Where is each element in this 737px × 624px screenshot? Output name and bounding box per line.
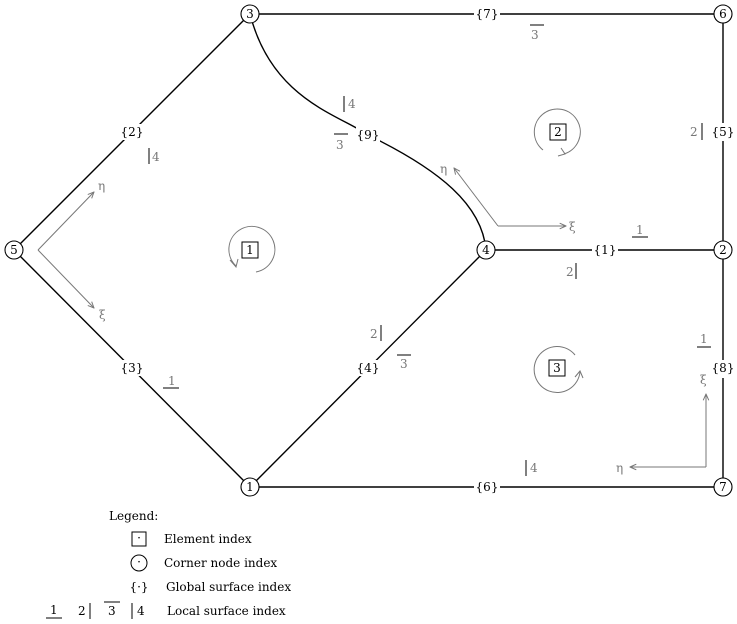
local-surface-4-elem1-left: 4 [152, 150, 160, 164]
element-1: 1 [228, 225, 276, 273]
local-surface-3-elem2-top: 3 [531, 28, 539, 42]
local-tick-marks [148, 24, 711, 476]
node-6: 6 [713, 4, 733, 24]
surface-label-7: {7} [476, 7, 499, 21]
local-surface-1-elem3-right: 1 [700, 332, 708, 346]
legend-local-label: Local surface index [167, 604, 286, 618]
local-surface-2-elem2-right: 2 [690, 125, 698, 139]
local-surface-4-elem1-top: 4 [348, 97, 356, 111]
node-4: 4 [476, 240, 496, 260]
rotation-arrow-icon [533, 108, 581, 155]
node-1: 1 [240, 477, 260, 497]
node-5: 5 [4, 240, 24, 260]
legend-element-label: Element index [164, 532, 252, 546]
node-index-7: 7 [719, 480, 727, 494]
xi-label: ξ [99, 308, 106, 322]
xi-label: ξ [569, 220, 576, 234]
legend-local-4: 4 [137, 604, 145, 618]
node-index-6: 6 [719, 7, 727, 21]
legend-local-2: 2 [78, 604, 86, 618]
node-index-4: 4 [482, 243, 490, 257]
node-7: 7 [713, 477, 733, 497]
element-2: 2 [533, 108, 581, 157]
local-surface-2-elem3-top: 2 [566, 265, 574, 279]
local-axes-element-3: ξ η [616, 373, 707, 475]
local-surface-2-elem1-right: 2 [370, 327, 378, 341]
node-symbol-icon [130, 554, 148, 572]
xi-label: ξ [700, 373, 707, 387]
local-surface-1-elem2-bottom: 1 [636, 223, 644, 237]
legend-node-label: Corner node index [164, 556, 277, 570]
surface-label-5: {5} [712, 125, 735, 139]
legend-surface-symbol: {·} [129, 580, 148, 594]
legend-element-symbol: · [137, 531, 141, 545]
local-surface-4-elem3-bottom: 4 [530, 461, 538, 475]
legend: Legend: · Element index · Corner node in… [46, 509, 291, 619]
legend-node-symbol: · [137, 555, 141, 569]
legend-local-surface-symbols: 1 2 3 4 [46, 601, 145, 619]
element-3: 3 [533, 346, 584, 393]
eta-label: η [98, 179, 105, 193]
surface-label-2: {2} [121, 125, 144, 139]
surface-label-6: {6} [476, 480, 499, 494]
node-index-5: 5 [10, 243, 18, 257]
node-2: 2 [713, 240, 733, 260]
element-index-3: 3 [553, 361, 561, 375]
surface-label-3: {3} [121, 361, 144, 375]
rotation-arrow-icon [533, 346, 581, 393]
local-surface-3-elem1-top: 3 [336, 138, 344, 152]
surface-label-9: {9} [357, 128, 380, 142]
legend-title: Legend: [109, 509, 158, 523]
eta-label: η [440, 162, 447, 176]
legend-local-1: 1 [50, 603, 58, 617]
legend-surface-label: Global surface index [166, 580, 291, 594]
local-surface-3-elem3-left: 3 [400, 357, 408, 371]
element-index-2: 2 [554, 125, 562, 139]
global-surface-labels: {7} {5} {1} {8} {6} {2} {3} {4} {9} [120, 6, 734, 495]
element-index-1: 1 [246, 243, 254, 257]
legend-local-3: 3 [108, 604, 116, 618]
eta-label: η [616, 461, 623, 475]
node-index-3: 3 [246, 7, 254, 21]
surface-label-4: {4} [357, 361, 380, 375]
local-surface-numbers: 4 3 4 3 2 1 2 2 3 1 1 4 [152, 28, 708, 475]
local-axes-element-1: η ξ [37, 179, 106, 322]
local-surface-1-elem1-bottom: 1 [168, 374, 176, 388]
rotation-arrow-icon [228, 225, 276, 273]
node-index-1: 1 [246, 480, 254, 494]
node-index-2: 2 [719, 243, 727, 257]
surface-label-8: {8} [712, 361, 735, 375]
element-symbol-icon [131, 531, 147, 547]
surface-label-1: {1} [594, 243, 617, 257]
local-axes-element-2: η ξ [440, 162, 576, 234]
node-3: 3 [240, 4, 260, 24]
